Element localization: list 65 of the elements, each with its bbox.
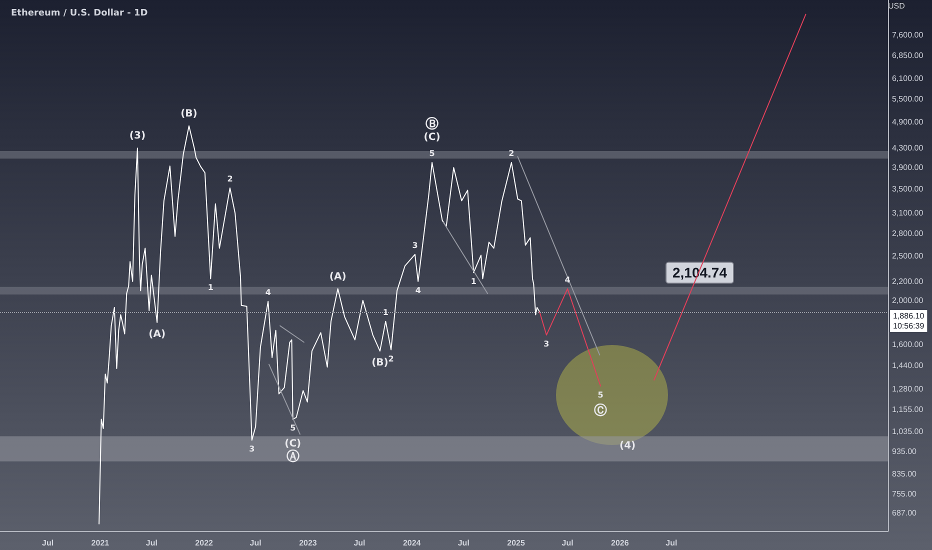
line-series — [539, 288, 602, 387]
y-tick-label: 687.00 — [892, 508, 918, 518]
y-tick-label: 2,000.00 — [892, 296, 924, 305]
text: 10:56:39 — [893, 322, 925, 331]
annotation: 3 — [249, 444, 255, 454]
annotation: 1 — [382, 308, 389, 317]
y-tick-label: 4,900.00 — [892, 118, 924, 127]
y-tick-label: 6,100.00 — [892, 74, 924, 84]
annotation: 2 — [388, 354, 394, 364]
annotation: 4 — [415, 286, 422, 295]
annotation: (A) — [148, 328, 166, 340]
text: Ethereum / U.S. Dollar - 1D — [11, 8, 148, 18]
y-tick-label: 3,500.00 — [892, 184, 924, 194]
x-tick-label: Jul — [42, 538, 54, 548]
x-tick-label: 2022 — [195, 538, 214, 548]
annotation: Ⓑ — [426, 116, 439, 132]
x-tick-label: Jul — [458, 538, 470, 548]
x-tick-label: 2025 — [507, 538, 526, 548]
annotation: 2 — [508, 149, 514, 158]
annotation: (C) — [424, 132, 440, 144]
x-tick-label: Jul — [146, 538, 158, 548]
x-tick-label: Jul — [250, 538, 262, 548]
x-tick-label: Jul — [666, 538, 678, 548]
y-tick-label: 755.00 — [892, 490, 918, 499]
x-tick-label: 2023 — [299, 538, 318, 548]
y-tick-label: 1,280.00 — [892, 384, 924, 394]
annotation: (A) — [329, 271, 346, 282]
y-tick-label: 1,035.00 — [892, 426, 924, 436]
x-tick-label: Jul — [354, 538, 366, 548]
y-tick-label: 7,600.00 — [892, 30, 924, 40]
annotation: 5 — [598, 390, 604, 400]
y-tick-label: 1,155.00 — [892, 405, 924, 414]
x-tick-label: Jul — [562, 538, 574, 548]
annotation: 2 — [227, 174, 233, 184]
y-tick-label: 1,600.00 — [892, 340, 924, 350]
y-tick-label: 5,500.00 — [892, 94, 924, 104]
y-tick-label: 2,500.00 — [892, 252, 924, 261]
annotation: (B) — [372, 358, 388, 369]
annotation: 1 — [470, 277, 477, 286]
annotation: 3 — [544, 340, 550, 349]
annotation: (B) — [180, 108, 198, 120]
y-tick-label: 1,440.00 — [892, 361, 924, 370]
annotation: 4 — [265, 288, 272, 297]
y-tick-label: 835.00 — [892, 470, 918, 479]
annotation: Ⓒ — [594, 402, 608, 419]
x-tick-label: 2021 — [91, 538, 110, 548]
annotation: 4 — [564, 275, 571, 284]
annotation: (C) — [284, 438, 302, 450]
annotation: (4) — [620, 440, 636, 452]
y-tick-label: 2,200.00 — [892, 276, 924, 286]
x-tick-label: 2024 — [402, 538, 422, 548]
annotation: 5 — [429, 149, 436, 158]
y-tick-label: 935.00 — [892, 447, 918, 456]
ref-line-label: 1,886.10 — [893, 312, 925, 321]
y-tick-label: 3,900.00 — [892, 163, 924, 172]
annotation: (3) — [129, 130, 146, 142]
x-tick-label: 2026 — [610, 538, 630, 548]
annotation: 1 — [208, 283, 214, 292]
annotation: 3 — [412, 240, 418, 250]
annotation: 5 — [290, 424, 296, 433]
y-tick-label: 4,300.00 — [892, 144, 924, 153]
y-tick-label: 6,850.00 — [892, 51, 924, 60]
y-tick-label: 2,800.00 — [892, 228, 924, 238]
y-tick-label: 3,100.00 — [892, 208, 924, 218]
annotation: Ⓐ — [286, 448, 300, 465]
